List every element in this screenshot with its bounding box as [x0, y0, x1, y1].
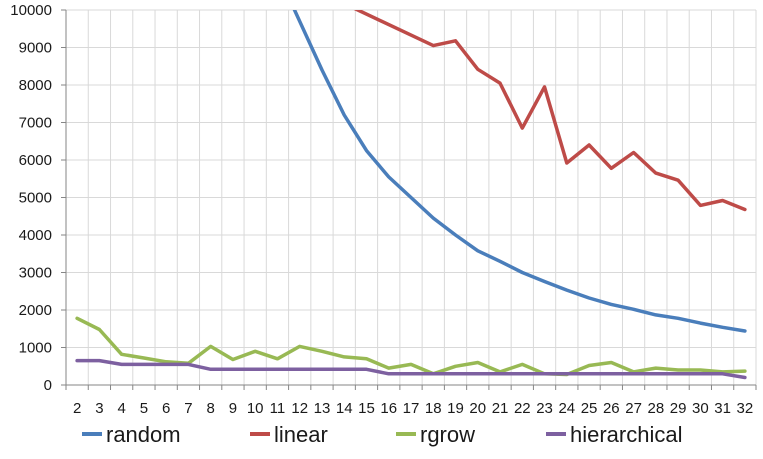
x-tick-label: 18 [425, 400, 442, 417]
x-tick-label: 29 [670, 400, 687, 417]
x-tick-label: 20 [469, 400, 486, 417]
series-line-random [292, 10, 747, 333]
series-line-linear [353, 10, 747, 212]
legend-label-hierarchical: hierarchical [570, 422, 683, 447]
x-tick-label: 13 [314, 400, 331, 417]
x-tick-label: 5 [140, 400, 148, 417]
x-tick-label: 21 [492, 400, 509, 417]
x-tick-label: 32 [737, 400, 754, 417]
x-tick-label: 15 [358, 400, 375, 417]
x-tick-label: 2 [73, 400, 81, 417]
y-tick-label: 2000 [19, 302, 52, 319]
x-tick-label: 23 [536, 400, 553, 417]
x-tick-label: 10 [247, 400, 264, 417]
legend-label-linear: linear [274, 422, 328, 447]
x-tick-label: 7 [184, 400, 192, 417]
x-tick-label: 26 [603, 400, 620, 417]
y-tick-label: 3000 [19, 265, 52, 282]
x-tick-label: 8 [207, 400, 215, 417]
x-tick-label: 3 [95, 400, 103, 417]
x-tick-label: 17 [403, 400, 420, 417]
x-tick-label: 28 [647, 400, 664, 417]
x-tick-label: 31 [714, 400, 731, 417]
y-tick-label: 9000 [19, 40, 52, 57]
x-tick-label: 27 [625, 400, 642, 417]
axes [61, 9, 757, 390]
legend-label-rgrow: rgrow [420, 422, 475, 447]
x-tick-label: 16 [380, 400, 397, 417]
x-tick-label: 25 [581, 400, 598, 417]
y-tick-label: 0 [44, 377, 52, 394]
y-tick-label: 10000 [10, 2, 52, 19]
plot-area [75, 10, 747, 380]
x-tick-label: 4 [117, 400, 125, 417]
x-tick-label: 11 [270, 400, 286, 417]
x-tick-label: 22 [514, 400, 531, 417]
grid-lines [65, 9, 757, 385]
y-tick-label: 4000 [19, 227, 52, 244]
legend: random linear rgrow hierarchical [82, 422, 683, 447]
y-tick-label: 6000 [19, 152, 52, 169]
series-line-hierarchical [75, 358, 747, 380]
x-tick-label: 19 [447, 400, 464, 417]
x-tick-label: 30 [692, 400, 709, 417]
x-tick-label: 24 [558, 400, 575, 417]
x-tick-label: 9 [229, 400, 237, 417]
y-tick-labels: 0 1000 2000 3000 4000 5000 6000 7000 8000 9000 100… [10, 2, 52, 394]
y-tick-label: 7000 [19, 115, 52, 132]
y-tick-label: 1000 [19, 340, 52, 357]
x-tick-label: 6 [162, 400, 170, 417]
x-tick-label: 14 [336, 400, 353, 417]
legend-label-random: random [106, 422, 181, 447]
x-tick-labels: 2 3 4 5 6 7 8 9 10 11 12 13 14 15 16 17 18 19 20 21 22 23 24 25… [73, 400, 753, 417]
y-tick-label: 8000 [19, 77, 52, 94]
x-tick-label: 12 [291, 400, 308, 417]
y-tick-label: 5000 [19, 190, 52, 207]
